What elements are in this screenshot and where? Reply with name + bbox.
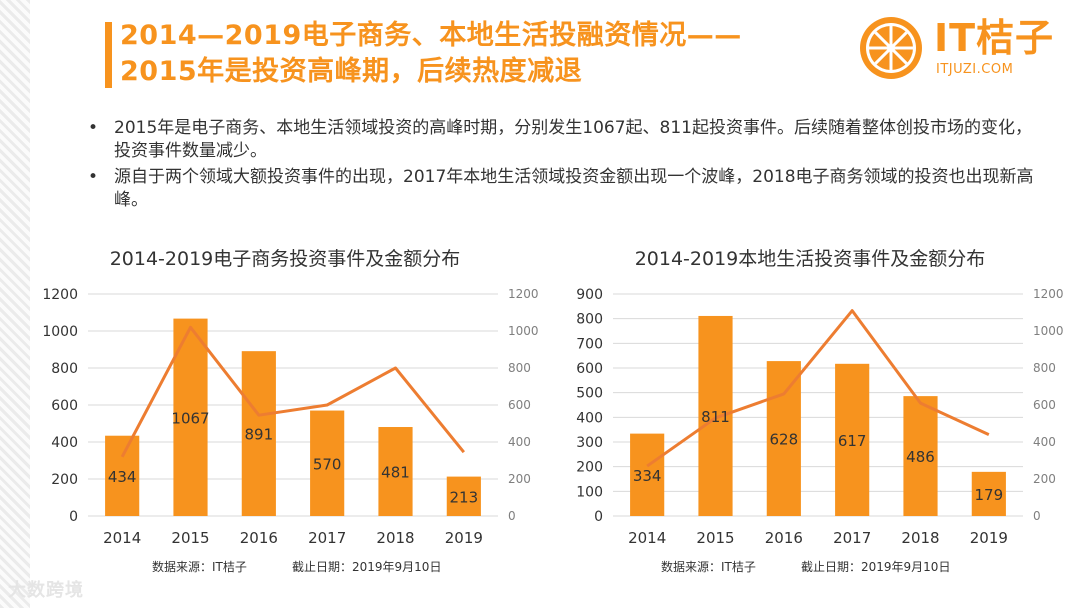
- ecommerce-chart: 2014-2019电子商务投资事件及金额分布 0 200 400 600 800 1000…: [20, 236, 550, 586]
- bar-value-label: 179: [975, 486, 1004, 504]
- bar: [630, 433, 665, 516]
- bar: [378, 427, 413, 516]
- itjuzi-logo: IT桔子 ITJUZI.COM: [858, 15, 1068, 85]
- y2-tick-label: 1000: [508, 324, 539, 338]
- y-tick-label: 500: [576, 386, 603, 402]
- orange-slice-icon: [860, 17, 922, 79]
- x-tick-label: 2016: [765, 529, 803, 547]
- y-tick-label: 100: [576, 484, 603, 500]
- y-tick-label: 800: [576, 312, 603, 328]
- bullet-item: 2015年是电子商务、本地生活领域投资的高峰时期，分别发生1067起、811起投…: [88, 117, 1038, 163]
- y2-tick-label: 600: [1033, 398, 1056, 412]
- bar: [698, 315, 733, 516]
- chart-cutoff: 截止日期：2019年9月10日: [801, 560, 951, 574]
- x-tick-label: 2014: [103, 529, 141, 547]
- y-tick-label: 300: [576, 435, 603, 451]
- bar-value-label: 481: [381, 464, 410, 482]
- y-tick-label: 800: [51, 361, 78, 377]
- y2-tick-label: 1200: [508, 287, 539, 301]
- y2-tick-label: 400: [508, 435, 531, 449]
- y-tick-label: 600: [51, 398, 78, 414]
- y-tick-label: 1200: [42, 287, 78, 303]
- y-tick-label: 0: [69, 509, 78, 525]
- page-title: 2014—2019电子商务、本地生活投融资情况—— 2015年是投资高峰期，后续…: [120, 18, 742, 90]
- x-tick-label: 2018: [901, 529, 939, 547]
- y2-tick-label: 400: [1033, 435, 1056, 449]
- x-tick-label: 2015: [696, 529, 734, 547]
- x-tick-label: 2014: [628, 529, 666, 547]
- bar: [835, 363, 870, 516]
- bar: [903, 396, 938, 516]
- bar-value-label: 334: [633, 467, 662, 485]
- y2-tick-label: 1200: [1033, 287, 1064, 301]
- y2-tick-label: 200: [1033, 472, 1056, 486]
- bar-value-label: 213: [450, 488, 479, 506]
- x-tick-label: 2019: [445, 529, 483, 547]
- title-line-1: 2014—2019电子商务、本地生活投融资情况——: [120, 20, 742, 51]
- bar: [971, 471, 1006, 516]
- y-tick-label: 200: [576, 460, 603, 476]
- local-life-chart-plot: 0 100 200 300 400 500 600 700 800 900 0 200 400 600 80…: [576, 287, 1064, 547]
- title-accent-bar: [105, 22, 112, 88]
- x-tick-label: 2016: [240, 529, 278, 547]
- y-tick-label: 700: [576, 336, 603, 352]
- chart-title: 2014-2019本地生活投资事件及金额分布: [634, 248, 986, 270]
- chart-source: 数据来源：IT桔子: [661, 560, 756, 574]
- bar-value-label: 891: [245, 426, 274, 444]
- chart-title: 2014-2019电子商务投资事件及金额分布: [109, 248, 461, 270]
- logo-url: ITJUZI.COM: [936, 62, 1014, 77]
- y2-tick-label: 200: [508, 472, 531, 486]
- bar-value-label: 628: [770, 431, 799, 449]
- x-tick-label: 2018: [376, 529, 414, 547]
- y2-tick-label: 800: [1033, 361, 1056, 375]
- y2-tick-label: 800: [508, 361, 531, 375]
- decorative-stripe: [0, 0, 30, 608]
- y-tick-label: 400: [51, 435, 78, 451]
- y-tick-label: 400: [576, 410, 603, 426]
- x-tick-label: 2017: [308, 529, 346, 547]
- bar-value-label: 1067: [171, 409, 209, 427]
- y-tick-label: 600: [576, 361, 603, 377]
- bar-value-label: 617: [838, 432, 867, 450]
- ecommerce-chart-plot: 0 200 400 600 800 1000 1200 0 200 400 600 800 1000 12…: [42, 287, 539, 547]
- chart-source: 数据来源：IT桔子: [152, 560, 247, 574]
- chart-cutoff: 截止日期：2019年9月10日: [292, 560, 442, 574]
- bar-value-label: 434: [108, 468, 137, 486]
- x-tick-label: 2019: [970, 529, 1008, 547]
- y2-tick-label: 0: [508, 509, 516, 523]
- y-tick-label: 200: [51, 472, 78, 488]
- bar-value-label: 570: [313, 455, 342, 473]
- bar: [105, 435, 140, 516]
- amount-line: [646, 309, 990, 468]
- y2-tick-label: 0: [1033, 509, 1041, 523]
- bar: [241, 351, 276, 516]
- bar-value-label: 811: [701, 408, 730, 426]
- bar: [310, 410, 345, 516]
- title-line-2: 2015年是投资高峰期，后续热度减退: [120, 56, 583, 87]
- bar: [766, 361, 801, 516]
- summary-bullets: 2015年是电子商务、本地生活领域投资的高峰时期，分别发生1067起、811起投…: [88, 117, 1038, 215]
- logo-name: IT桔子: [934, 16, 1055, 60]
- watermark: 大数跨境: [8, 580, 84, 601]
- y-tick-label: 1000: [42, 324, 78, 340]
- x-tick-label: 2017: [833, 529, 871, 547]
- y-tick-label: 900: [576, 287, 603, 303]
- amount-line: [120, 325, 465, 458]
- bar: [446, 476, 481, 516]
- y-tick-label: 0: [594, 509, 603, 525]
- local-life-chart: 2014-2019本地生活投资事件及金额分布 0 100 200 300 400 500 6…: [545, 236, 1075, 586]
- x-tick-label: 2015: [171, 529, 209, 547]
- bullet-item: 源自于两个领域大额投资事件的出现，2017年本地生活领域投资金额出现一个波峰，2…: [88, 166, 1038, 212]
- y2-tick-label: 600: [508, 398, 531, 412]
- y2-tick-label: 1000: [1033, 324, 1064, 338]
- bar-value-label: 486: [906, 448, 935, 466]
